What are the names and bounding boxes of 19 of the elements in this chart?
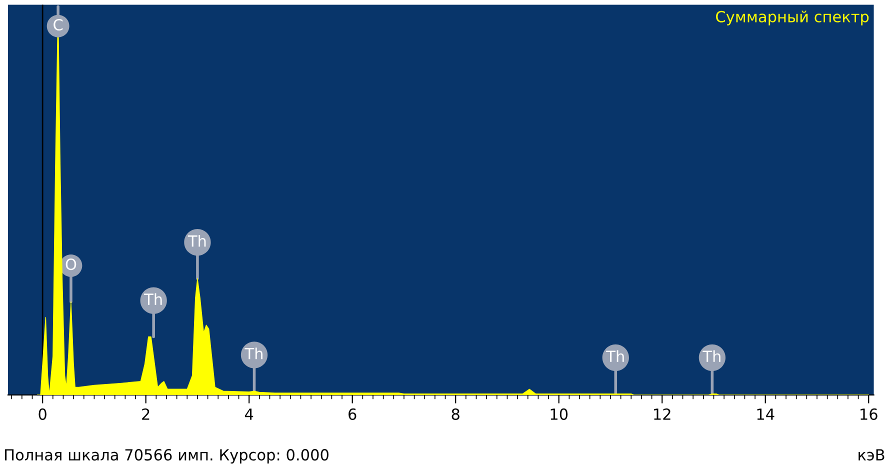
annotation: Th	[188, 234, 206, 247]
chart-title: Суммарный спектр	[716, 10, 869, 26]
annotation: Th	[244, 348, 262, 360]
x-tick-label: 16	[860, 408, 878, 420]
annotation: Th	[606, 350, 624, 362]
annotation: C	[54, 18, 63, 31]
x-tick-label: 2	[142, 408, 150, 420]
x-tick-label: 12	[654, 408, 670, 420]
x-tick-label: 8	[452, 408, 460, 420]
x-axis-title: кэВ	[858, 449, 884, 461]
annotation: O	[66, 258, 76, 270]
x-tick-label: 10	[550, 408, 568, 420]
x-tick-label: 14	[757, 408, 774, 420]
x-tick-label: 6	[348, 408, 356, 420]
x-tick-label: 0	[38, 408, 46, 420]
annotation: Th	[702, 350, 720, 362]
annotation: Th	[144, 293, 162, 305]
text: Полная шкала 70566 имп. Курсор: 0.000	[5, 449, 328, 464]
x-tick-label: 4	[244, 408, 254, 420]
